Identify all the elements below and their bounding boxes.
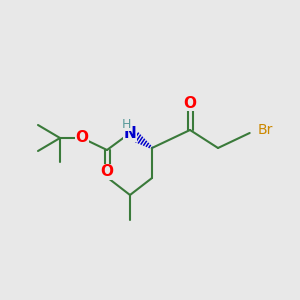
Text: Br: Br <box>258 123 273 137</box>
Text: O: O <box>76 130 88 146</box>
Text: O: O <box>100 164 113 179</box>
Text: H: H <box>121 118 131 130</box>
Text: N: N <box>124 127 136 142</box>
Text: Br: Br <box>256 123 272 137</box>
Text: O: O <box>184 95 196 110</box>
